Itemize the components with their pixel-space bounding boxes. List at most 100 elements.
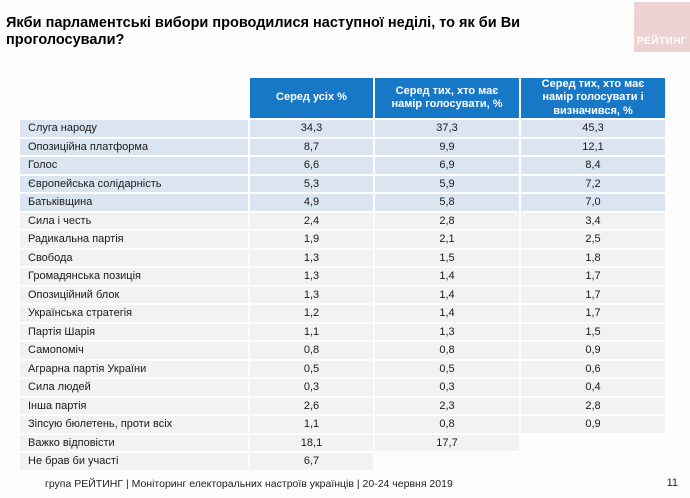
value-cell: 0,4	[521, 379, 665, 396]
table-row: Самопоміч 0,8 0,8 0,9	[20, 342, 665, 359]
value-cell: 4,9	[250, 194, 373, 211]
source-caption: група РЕЙТИНГ | Моніторинг електоральних…	[45, 478, 453, 490]
header-all-respondents: Серед усіх %	[250, 78, 373, 118]
table-row: Не брав би участі 6,7	[20, 453, 665, 470]
value-cell: 1,1	[250, 416, 373, 433]
value-cell: 3,4	[521, 212, 665, 229]
value-cell: 0,9	[521, 416, 665, 433]
value-cell: 6,7	[250, 453, 373, 470]
party-name-cell: Зіпсую бюлетень, проти всіх	[20, 416, 248, 433]
value-cell: 2,6	[250, 397, 373, 414]
value-cell: 0,6	[521, 360, 665, 377]
value-cell: 7,2	[521, 175, 665, 192]
table-row: Батьківщина 4,9 5,8 7,0	[20, 194, 665, 211]
value-cell: 1,9	[250, 231, 373, 248]
value-cell: 9,9	[375, 138, 519, 155]
value-cell: 34,3	[250, 120, 373, 137]
value-cell: 0,3	[250, 379, 373, 396]
party-name-cell: Свобода	[20, 249, 248, 266]
table-header: Серед усіх % Серед тих, хто має намір го…	[20, 78, 665, 118]
party-name-cell: Громадянська позиція	[20, 268, 248, 285]
value-cell: 8,7	[250, 138, 373, 155]
value-cell: 37,3	[375, 120, 519, 137]
header-corner-cell	[20, 78, 248, 118]
party-name-cell: Інша партія	[20, 397, 248, 414]
value-cell: 1,4	[375, 305, 519, 322]
value-cell: 0,9	[521, 342, 665, 359]
header-intend-and-decided: Серед тих, хто має намір голосувати і ви…	[521, 78, 665, 118]
table-body: Слуга народу 34,3 37,3 45,3 Опозиційна платф…	[20, 120, 665, 470]
value-cell: 2,4	[250, 212, 373, 229]
table-row: Радикальна партія 1,9 2,1 2,5	[20, 231, 665, 248]
value-cell: 1,4	[375, 286, 519, 303]
value-cell: 1,7	[521, 305, 665, 322]
value-cell	[521, 435, 665, 452]
party-name-cell: Сила і честь	[20, 212, 248, 229]
rating-group-logo: РЕЙТИНГ	[634, 2, 690, 52]
value-cell: 0,5	[375, 360, 519, 377]
table-row: Громадянська позиція 1,3 1,4 1,7	[20, 268, 665, 285]
party-name-cell: Радикальна партія	[20, 231, 248, 248]
party-name-cell: Важко відповісти	[20, 434, 248, 451]
poll-results-table: Серед усіх % Серед тих, хто має намір го…	[18, 76, 667, 472]
party-name-cell: Аграрна партія України	[20, 360, 248, 377]
value-cell: 8,4	[521, 157, 665, 174]
value-cell: 12,1	[521, 138, 665, 155]
party-name-cell: Партія Шарія	[20, 323, 248, 340]
value-cell: 0,3	[375, 379, 519, 396]
party-name-cell: Не брав би участі	[20, 453, 248, 470]
value-cell: 1,2	[250, 305, 373, 322]
value-cell: 5,3	[250, 175, 373, 192]
value-cell: 2,5	[521, 231, 665, 248]
party-name-cell: Слуга народу	[20, 120, 248, 137]
value-cell: 5,9	[375, 175, 519, 192]
value-cell: 2,1	[375, 231, 519, 248]
party-name-cell: Опозиційний блок	[20, 286, 248, 303]
value-cell: 6,9	[375, 157, 519, 174]
value-cell: 1,3	[250, 268, 373, 285]
table-row: Інша партія 2,6 2,3 2,8	[20, 397, 665, 414]
party-name-cell: Європейська солідарність	[20, 175, 248, 192]
table-row: Важко відповісти 18,1 17,7	[20, 434, 665, 452]
table-row: Слуга народу 34,3 37,3 45,3	[20, 120, 665, 137]
table-row: Українська стратегія 1,2 1,4 1,7	[20, 305, 665, 322]
value-cell: 6,6	[250, 157, 373, 174]
value-cell: 1,4	[375, 268, 519, 285]
table-row: Сила і честь 2,4 2,8 3,4	[20, 212, 665, 229]
value-cell	[375, 453, 519, 470]
value-cell: 17,7	[375, 434, 519, 451]
table-row: Зіпсую бюлетень, проти всіх 1,1 0,8 0,9	[20, 416, 665, 433]
value-cell: 1,1	[250, 323, 373, 340]
party-name-cell: Українська стратегія	[20, 305, 248, 322]
party-name-cell: Батьківщина	[20, 194, 248, 211]
page-title: Якби парламентські вибори проводилися на…	[6, 15, 521, 48]
header-row: Серед усіх % Серед тих, хто має намір го…	[20, 78, 665, 118]
value-cell: 1,5	[375, 249, 519, 266]
value-cell: 0,5	[250, 360, 373, 377]
table-row: Голос 6,6 6,9 8,4	[20, 157, 665, 174]
table-row: Опозиційна платформа 8,7 9,9 12,1	[20, 138, 665, 155]
value-cell: 1,8	[521, 249, 665, 266]
party-name-cell: Голос	[20, 157, 248, 174]
value-cell: 1,7	[521, 286, 665, 303]
value-cell: 2,8	[521, 397, 665, 414]
table-row: Сила людей 0,3 0,3 0,4	[20, 379, 665, 396]
table-row: Партія Шарія 1,1 1,3 1,5	[20, 323, 665, 340]
logo-text: РЕЙТИНГ	[636, 36, 688, 47]
table-row: Європейська солідарність 5,3 5,9 7,2	[20, 175, 665, 192]
value-cell: 1,7	[521, 268, 665, 285]
value-cell: 2,8	[375, 212, 519, 229]
value-cell: 1,3	[250, 286, 373, 303]
value-cell: 2,3	[375, 397, 519, 414]
value-cell: 7,0	[521, 194, 665, 211]
value-cell	[521, 453, 665, 470]
value-cell: 0,8	[375, 416, 519, 433]
value-cell: 0,8	[250, 342, 373, 359]
value-cell: 5,8	[375, 194, 519, 211]
party-name-cell: Сила людей	[20, 379, 248, 396]
value-cell: 1,3	[375, 323, 519, 340]
table-row: Свобода 1,3 1,5 1,8	[20, 249, 665, 266]
value-cell: 45,3	[521, 120, 665, 137]
party-name-cell: Опозиційна платформа	[20, 138, 248, 155]
value-cell: 18,1	[250, 434, 373, 451]
